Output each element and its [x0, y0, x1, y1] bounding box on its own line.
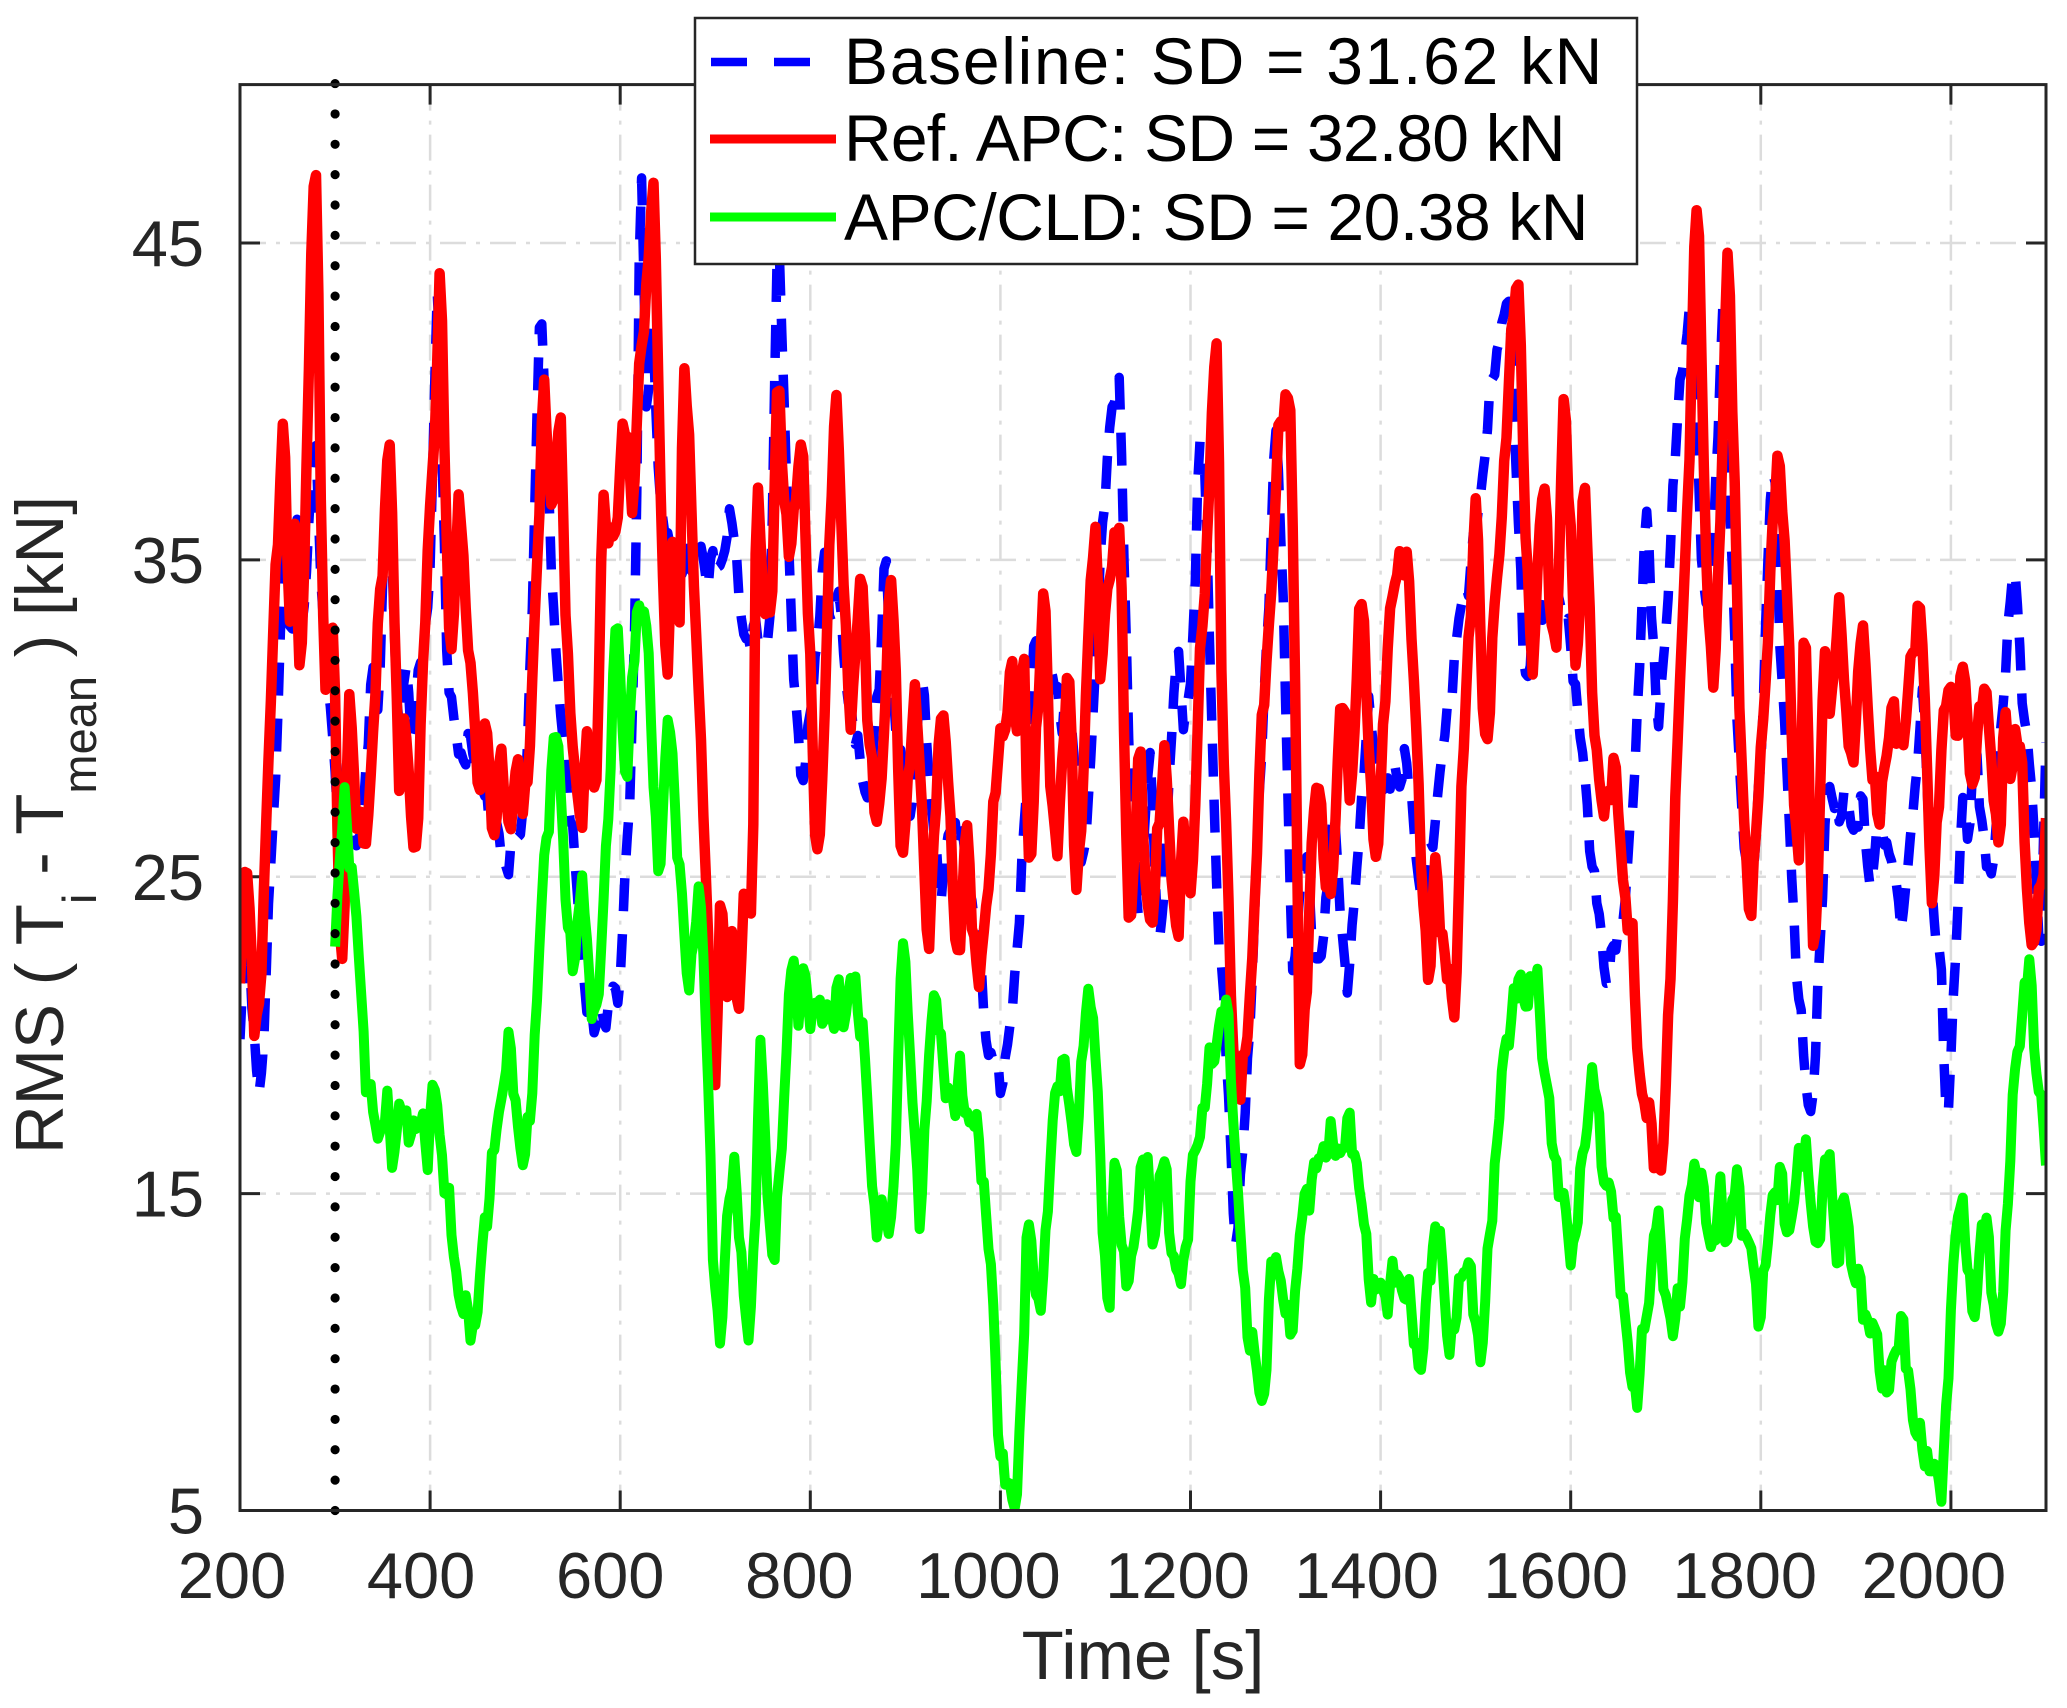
svg-text:1600: 1600 [1483, 1539, 1628, 1612]
svg-text:1800: 1800 [1672, 1539, 1817, 1612]
svg-text:800: 800 [745, 1539, 853, 1612]
svg-text:APC/CLD: SD = 20.38 kN: APC/CLD: SD = 20.38 kN [844, 180, 1588, 254]
svg-text:400: 400 [367, 1539, 475, 1612]
svg-text:600: 600 [556, 1539, 664, 1612]
svg-text:1400: 1400 [1294, 1539, 1439, 1612]
svg-text:200: 200 [178, 1539, 286, 1612]
svg-text:15: 15 [132, 1158, 204, 1231]
svg-text:25: 25 [132, 841, 204, 914]
svg-text:5: 5 [168, 1475, 204, 1548]
svg-text:2000: 2000 [1862, 1539, 2007, 1612]
svg-text:1000: 1000 [916, 1539, 1061, 1612]
svg-text:Ref. APC: SD = 32.80 kN: Ref. APC: SD = 32.80 kN [844, 101, 1565, 175]
svg-text:45: 45 [132, 207, 204, 280]
svg-text:Time [s]: Time [s] [1022, 1617, 1265, 1694]
svg-text:1200: 1200 [1105, 1539, 1250, 1612]
svg-text:35: 35 [132, 524, 204, 597]
svg-text:Baseline: SD = 31.62 kN: Baseline: SD = 31.62 kN [844, 24, 1604, 98]
